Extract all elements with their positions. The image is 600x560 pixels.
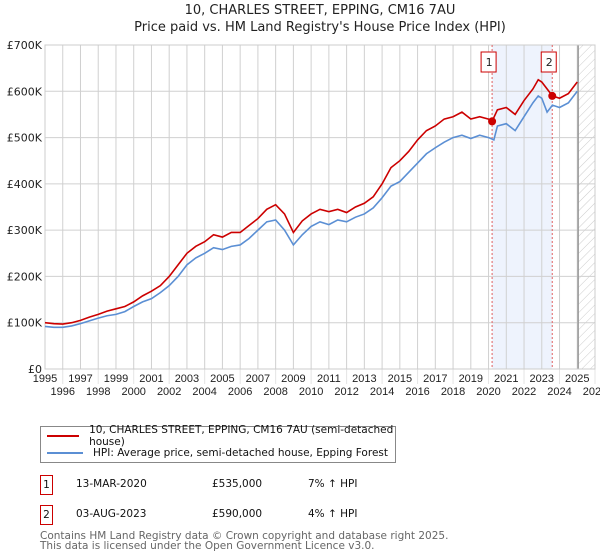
chart-title: 10, CHARLES STREET, EPPING, CM16 7AU Pri… [0,2,600,36]
x-tick-label: 2013 [352,373,376,385]
x-tick-label: 2006 [228,386,252,398]
series-line-0 [44,78,578,325]
x-tick-label: 2026 [583,386,600,398]
footer-line: This data is licensed under the Open Gov… [40,540,375,552]
sale-label-box [540,51,557,73]
x-tick-label: 1995 [33,373,57,385]
x-tick-label: 1999 [104,373,128,385]
subtitle: Price paid vs. HM Land Registry's House … [134,20,506,35]
x-tick-label: 2001 [139,373,163,385]
sale-date: 03-AUG-2023 [76,508,147,520]
sale-point [548,91,557,100]
x-tick-label: 2023 [530,373,554,385]
legend-label: HPI: Average price, semi-detached house,… [93,447,388,459]
x-tick-label: 1997 [68,373,92,385]
x-tick-label: 2019 [459,373,483,385]
x-tick-label: 2022 [512,386,536,398]
x-tick-label: 2016 [405,386,429,398]
x-tick-label: 2000 [121,386,145,398]
sale-hpi: 7% ↑ HPI [308,478,358,490]
x-tick-label: 2021 [494,373,518,385]
x-tick-label: 1998 [86,386,110,398]
footer-line: Contains HM Land Registry data © Crown c… [40,530,449,542]
x-tick-label: 2011 [317,373,341,385]
legend-item-property: 10, CHARLES STREET, EPPING, CM16 7AU (se… [47,424,395,448]
plot-area: 1995199619971998199920002001200220032004… [7,39,600,398]
sale-hpi: 4% ↑ HPI [308,508,358,520]
sale-span [492,45,553,369]
forecast-hatch [578,45,595,369]
x-tick-label: 2009 [281,373,305,385]
sale-label-box [480,51,497,73]
x-tick-label: 1996 [50,386,74,398]
y-tick-label: £300K [7,224,43,237]
footer: Contains HM Land Registry data © Crown c… [40,530,449,552]
x-tick-label: 2014 [370,386,394,398]
x-tick-label: 2024 [547,386,571,398]
legend-label: 10, CHARLES STREET, EPPING, CM16 7AU (se… [89,424,394,448]
x-tick-label: 2003 [175,373,199,385]
legend: 10, CHARLES STREET, EPPING, CM16 7AU (se… [40,424,396,463]
x-tick-label: 2017 [423,373,447,385]
x-tick-label: 2025 [565,373,589,385]
sale-price: £535,000 [212,478,263,490]
sale-point [488,117,497,126]
legend-swatch [47,452,83,454]
sale-badge: 1 [40,475,53,495]
x-tick-label: 2002 [157,386,181,398]
legend-swatch [47,435,80,437]
x-tick-label: 2008 [263,386,287,398]
legend-item-hpi: HPI: Average price, semi-detached house,… [47,445,388,461]
x-tick-label: 2012 [334,386,358,398]
y-tick-label: £200K [7,270,43,283]
sale-label: 2 [546,56,553,69]
series-line-1 [44,90,578,329]
y-tick-label: £0 [28,363,42,376]
sale-price: £590,000 [212,508,263,520]
x-tick-label: 2018 [441,386,465,398]
sale-label: 1 [486,56,493,69]
y-tick-label: £600K [7,85,43,98]
y-tick-label: £700K [7,39,43,52]
x-tick-label: 2010 [299,386,323,398]
sale-badge: 2 [40,505,53,525]
title: 10, CHARLES STREET, EPPING, CM16 7AU [184,3,456,18]
y-tick-label: £500K [7,132,43,145]
x-tick-label: 2005 [210,373,234,385]
x-tick-label: 2020 [476,386,500,398]
x-tick-label: 2007 [246,373,270,385]
x-tick-label: 2015 [388,373,412,385]
y-tick-label: £400K [7,178,43,191]
y-tick-label: £100K [7,317,43,330]
plot-border [44,44,596,370]
x-tick-label: 2004 [192,386,216,398]
sale-date: 13-MAR-2020 [76,478,147,490]
